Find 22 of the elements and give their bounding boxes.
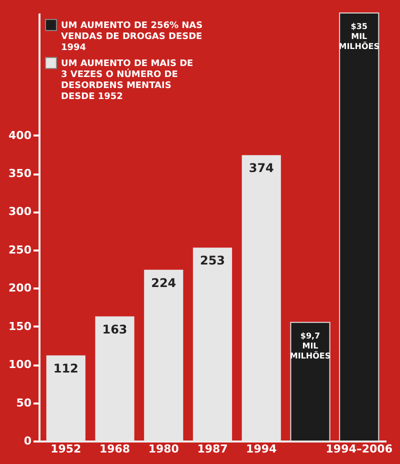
x-tick-label: 1952 xyxy=(50,442,82,456)
y-tick-label: 50 xyxy=(16,396,32,410)
x-tick-label: 1994–2006 xyxy=(326,442,393,456)
x-tick-label: 1987 xyxy=(197,442,228,456)
y-tick-label: 0 xyxy=(24,434,32,448)
x-tick-label: 1994 xyxy=(246,442,278,456)
data-label: 253 xyxy=(200,254,226,268)
y-tick-label: 400 xyxy=(8,128,32,142)
data-label: 163 xyxy=(102,322,128,336)
legend-label: UM AUMENTO DE MAIS DE 3 VEZES O NÚMERO DE DESORDENS MENTAIS DESDE 1952 xyxy=(61,59,194,102)
y-tick-label: 300 xyxy=(8,205,32,218)
legend-label: UM AUMENTO DE 256% NAS VENDAS DE DROGAS DESDE 1994 xyxy=(61,21,203,53)
data-label: 224 xyxy=(151,276,176,290)
y-tick-label: 350 xyxy=(8,167,32,180)
y-tick-label: 100 xyxy=(8,358,32,372)
y-tick-label: 150 xyxy=(8,320,32,333)
data-label: 112 xyxy=(53,361,78,376)
y-tick-label: 200 xyxy=(8,282,32,295)
x-tick-label: 1980 xyxy=(148,442,180,456)
x-tick-label: 1968 xyxy=(99,442,130,456)
y-tick-label: 250 xyxy=(8,243,32,256)
data-label: 374 xyxy=(248,161,274,176)
